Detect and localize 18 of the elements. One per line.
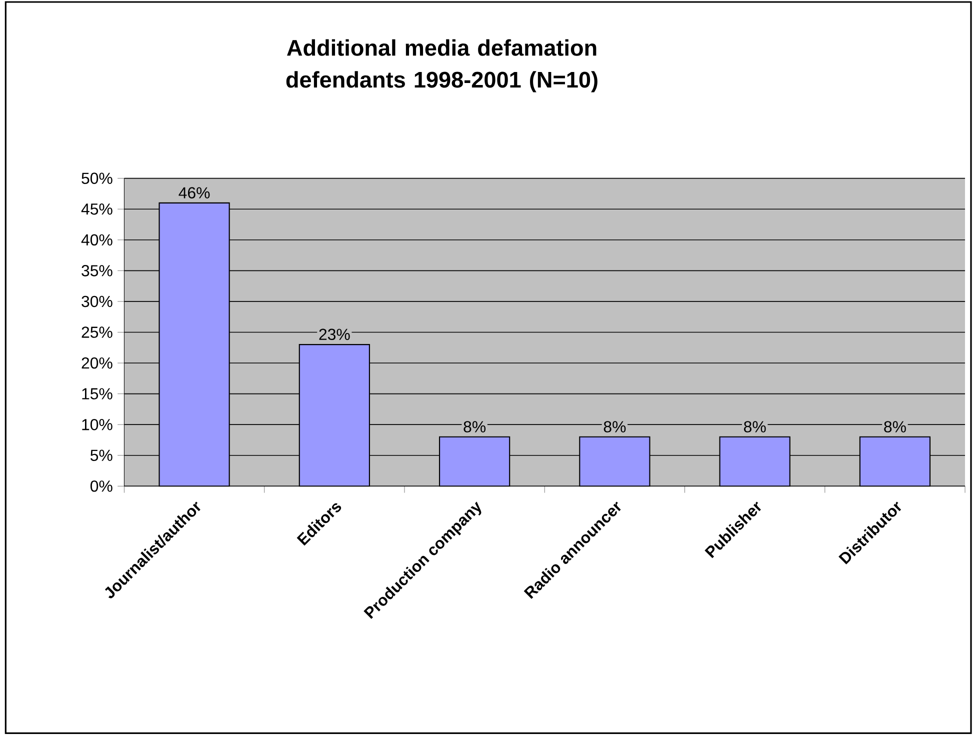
data-label: 23% [319,328,350,340]
y-tick-label: 15% [82,388,112,400]
y-tick-label: 25% [82,326,112,338]
data-label: 46% [178,187,210,198]
y-tick-label: 35% [82,264,112,276]
y-tick-label: 40% [81,234,112,246]
data-label: 8% [884,421,906,432]
chart-title: Additional media defamation defendants 1998-2001 (N=10) [286,39,598,92]
y-tick-label: 30% [82,296,112,308]
data-label: 8% [744,421,766,432]
y-tick-label: 10% [82,418,112,430]
y-tick-label: 20% [82,357,112,369]
data-label: 8% [604,421,626,432]
y-tick-label: 0% [90,480,112,492]
y-tick-label: 45% [81,203,112,215]
y-tick-label: 5% [90,450,112,461]
y-tick-label: 50% [82,172,112,184]
data-label: 8% [464,421,486,432]
